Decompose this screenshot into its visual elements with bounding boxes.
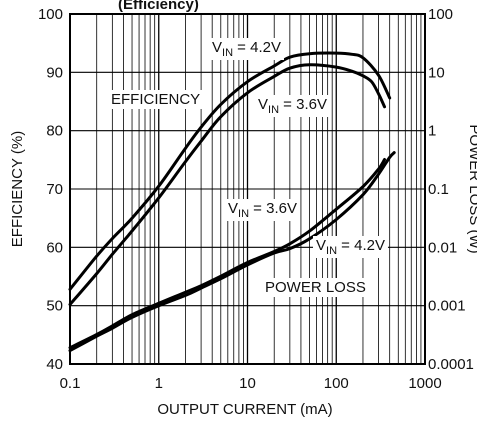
- annotation-bg: [313, 236, 388, 258]
- x-tick-label: 0.1: [60, 375, 81, 392]
- annotation-loss-label: POWER LOSS: [262, 278, 369, 297]
- y2-tick-label: 100: [428, 6, 453, 23]
- annotation-vin42-loss: VIN = 4.2V: [313, 236, 388, 258]
- annotation-text: VIN = 4.2V: [212, 39, 281, 59]
- x-tick-label: 100: [324, 375, 349, 392]
- annotation-text: VIN = 4.2V: [316, 237, 385, 257]
- annotation-bg: [225, 199, 300, 221]
- y-axis-label: EFFICIENCY (%): [9, 131, 26, 247]
- y-tick-label: 100: [38, 6, 63, 23]
- annotation-vin36-loss: VIN = 3.6V: [225, 199, 300, 221]
- annotation-text: VIN = 3.6V: [228, 200, 297, 220]
- title-fragment: (Efficiency): [118, 0, 199, 13]
- series-line-efficiency-vin-4-2v: [68, 51, 392, 291]
- y2-tick-labels: 0.0001 0.001 0.01 0.1 1 10 100: [428, 6, 474, 373]
- x-tick-label: 10: [239, 375, 256, 392]
- y-tick-label: 60: [46, 239, 63, 256]
- annotation-bg: [209, 38, 284, 60]
- y-tick-label: 40: [46, 356, 63, 373]
- y2-tick-label: 0.1: [428, 181, 449, 198]
- y2-tick-label: 0.01: [428, 239, 457, 256]
- annotation-eff-label: EFFICIENCY: [108, 90, 204, 109]
- y-tick-label: 80: [46, 123, 63, 140]
- annotation-text: VIN = 3.6V: [258, 96, 327, 116]
- x-tick-labels: 0.1 1 10 100 1000: [60, 375, 442, 392]
- series-group: [68, 51, 396, 353]
- annotation-text: EFFICIENCY: [111, 91, 200, 108]
- x-tick-label: 1: [155, 375, 163, 392]
- x-tick-label: 1000: [408, 375, 441, 392]
- x-axis-label: OUTPUT CURRENT (mA): [157, 401, 332, 418]
- y-tick-labels: 40 50 60 70 80 90 100: [38, 6, 63, 373]
- y2-tick-label: 0.001: [428, 298, 466, 315]
- y2-tick-label: 1: [428, 123, 436, 140]
- series-line-power-loss-vin-4-2v: [68, 151, 396, 353]
- y2-tick-label: 0.0001: [428, 356, 474, 373]
- plot-frame: [69, 13, 426, 365]
- series-line-power-loss-vin-3-6v: [68, 158, 386, 350]
- y2-axis-label: POWER LOSS (W): [466, 124, 477, 253]
- y-tick-label: 70: [46, 181, 63, 198]
- y2-tick-label: 10: [428, 64, 445, 81]
- annotation-text: POWER LOSS: [265, 279, 366, 296]
- y-tick-label: 90: [46, 64, 63, 81]
- annotation-bg: [108, 90, 204, 109]
- annotation-vin42-eff: VIN = 4.2V: [209, 38, 284, 60]
- series-line-efficiency-vin-3-6v: [68, 63, 386, 306]
- annotation-bg: [255, 95, 330, 117]
- annotation-vin36-eff: VIN = 3.6V: [255, 95, 330, 117]
- annotations: VIN = 4.2V EFFICIENCY VIN = 3.6V VIN = 3.6V…: [108, 38, 388, 297]
- y-tick-label: 50: [46, 298, 63, 315]
- annotation-bg: [262, 278, 369, 297]
- grid-lines: [70, 14, 425, 364]
